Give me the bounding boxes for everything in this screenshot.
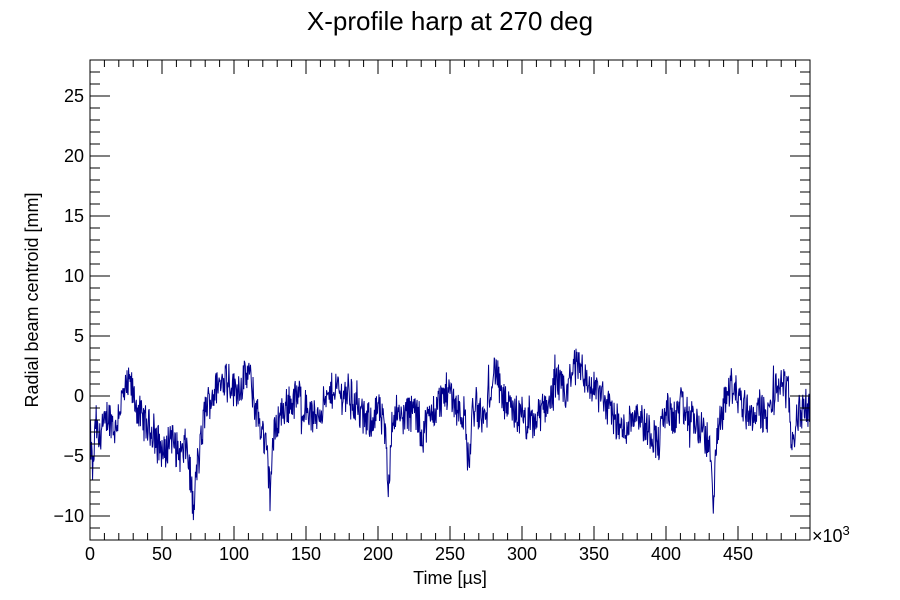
ticks-layer [89,59,811,541]
x-axis-multiplier-exponent: 3 [843,523,850,538]
x-tick-label: 150 [291,544,321,564]
y-axis-title: Radial beam centroid [mm] [22,192,42,407]
y-tick-label: 20 [64,146,84,166]
x-axis-multiplier-base: ×10 [812,526,843,546]
x-tick-label: 200 [363,544,393,564]
x-tick-labels: 0 50 100 150 200 250 300 350 400 450 [85,544,753,564]
y-tick-labels: −10 −5 0 5 10 15 20 25 [53,86,84,526]
x-tick-label: 300 [507,544,537,564]
x-tick-label: 250 [435,544,465,564]
x-axis-title: Time [µs] [413,568,487,588]
x-tick-label: 400 [651,544,681,564]
chart-title: X-profile harp at 270 deg [307,6,593,36]
y-tick-label: −10 [53,506,84,526]
y-tick-label: 5 [74,326,84,346]
x-tick-label: 100 [219,544,249,564]
y-tick-label: 15 [64,206,84,226]
x-tick-label: 50 [152,544,172,564]
x-axis-multiplier: ×103 [812,523,850,546]
x-tick-label: 450 [723,544,753,564]
plot-frame [89,59,811,541]
x-tick-label: 0 [85,544,95,564]
y-tick-label: 10 [64,266,84,286]
x-tick-label: 350 [579,544,609,564]
series-layer [89,348,811,521]
y-tick-label: −5 [63,446,84,466]
y-tick-label: 25 [64,86,84,106]
y-tick-label: 0 [74,386,84,406]
series-line [89,348,811,521]
